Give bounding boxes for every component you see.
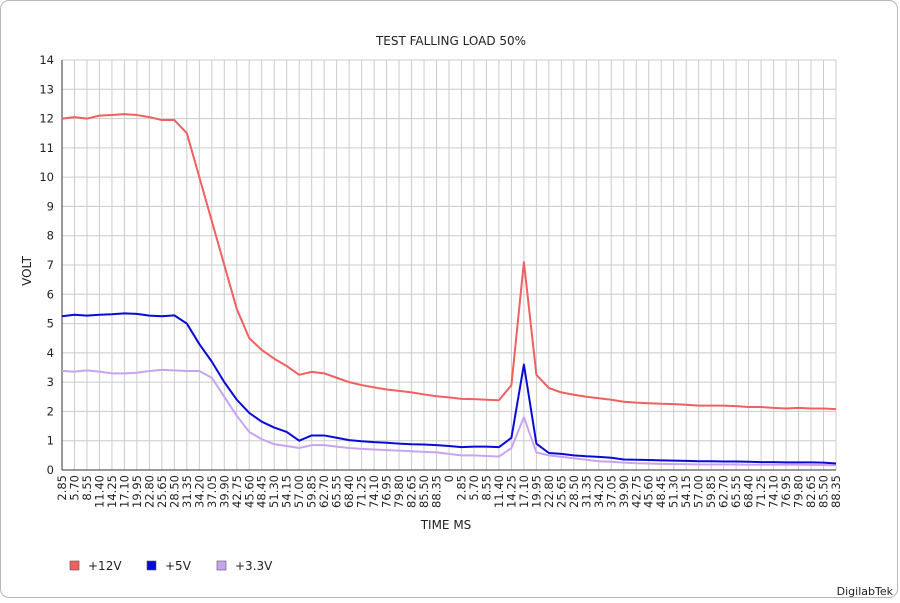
x-tick-label: 74.10 (367, 475, 381, 508)
grid (61, 59, 837, 471)
x-tick-label: 14.25 (504, 475, 518, 508)
x-tick-label: 88.35 (829, 475, 843, 508)
x-tick-label: 51.30 (267, 475, 281, 508)
x-tick-label: 8.55 (80, 475, 94, 501)
x-tick-label: 71.25 (355, 475, 369, 508)
x-tick-label: 65.55 (729, 475, 743, 508)
brand-label: DigilabTek (837, 585, 894, 598)
legend-label: +3.3V (235, 559, 273, 573)
x-tick-label: 34.20 (592, 475, 606, 508)
y-axis-title: VOLT (20, 255, 34, 285)
x-tick-label: 31.35 (180, 475, 194, 508)
legend-label: +12V (88, 559, 122, 573)
x-tick-label: 65.55 (330, 475, 344, 508)
x-tick-label: 71.25 (754, 475, 768, 508)
x-tick-label: 39.90 (217, 475, 231, 508)
x-tick-label: 76.95 (380, 475, 394, 508)
series-line (61, 368, 837, 467)
legend-swatch (216, 560, 227, 571)
y-tick-label: 6 (47, 287, 54, 301)
x-tick-label: 68.40 (742, 475, 756, 508)
x-tick-label: 11.40 (92, 475, 106, 508)
x-tick-label: 68.40 (342, 475, 356, 508)
x-tick-label: 48.45 (255, 475, 269, 508)
x-tick-label: 39.90 (617, 475, 631, 508)
y-tick-label: 11 (39, 141, 54, 155)
x-tick-label: 8.55 (479, 475, 493, 501)
y-tick-label: 3 (47, 375, 54, 389)
x-tick-label: 28.50 (167, 475, 181, 508)
x-tick-label: 25.65 (155, 475, 169, 508)
x-tick-label: 37.05 (205, 475, 219, 508)
x-tick-label: 85.50 (817, 475, 831, 508)
x-tick-label: 74.10 (767, 475, 781, 508)
x-tick-label: 17.10 (117, 475, 131, 508)
x-tick-label: 62.70 (717, 475, 731, 508)
x-tick-label: 57.00 (292, 475, 306, 508)
x-tick-label: 14.25 (105, 475, 119, 508)
y-tick-label: 10 (39, 170, 54, 184)
series-line (61, 113, 837, 411)
x-tick-label: 54.15 (679, 475, 693, 508)
y-tick-label: 13 (39, 82, 54, 96)
legend-label: +5V (165, 559, 192, 573)
x-tick-label: 45.60 (242, 475, 256, 508)
y-tick-label: 14 (39, 53, 54, 67)
x-tick-label: 19.95 (529, 475, 543, 508)
x-tick-label: 48.45 (654, 475, 668, 508)
y-tick-label: 7 (47, 258, 54, 272)
x-tick-label: 11.40 (492, 475, 506, 508)
x-tick-label: 54.15 (280, 475, 294, 508)
x-tick-label: 31.35 (579, 475, 593, 508)
x-tick-label: 17.10 (517, 475, 531, 508)
x-tick-label: 2.85 (454, 475, 468, 501)
x-tick-label: 59.85 (704, 475, 718, 508)
y-tick-label: 8 (47, 229, 54, 243)
x-tick-label: 25.65 (554, 475, 568, 508)
x-tick-label: 62.70 (317, 475, 331, 508)
y-tick-label: 0 (47, 463, 54, 477)
x-tick-label: 85.50 (417, 475, 431, 508)
x-tick-label: 88.35 (430, 475, 444, 508)
x-tick-label: 5.70 (467, 475, 481, 501)
x-tick-label: 22.80 (142, 475, 156, 508)
y-tick-label: 9 (47, 199, 54, 213)
y-tick-label: 5 (47, 317, 54, 331)
y-tick-label: 4 (47, 346, 54, 360)
x-tick-label: 37.05 (604, 475, 618, 508)
x-tick-label: 42.75 (230, 475, 244, 508)
x-tick-label: 19.95 (130, 475, 144, 508)
x-tick-label: 82.65 (405, 475, 419, 508)
x-tick-label: 45.60 (642, 475, 656, 508)
x-tick-labels: 2.855.708.5511.4014.2517.1019.9522.8025.… (55, 475, 843, 508)
x-tick-label: 34.20 (192, 475, 206, 508)
legend: +12V +5V +3.3V (69, 559, 273, 573)
x-tick-label: 59.85 (305, 475, 319, 508)
x-tick-label: 42.75 (629, 475, 643, 508)
chart-title: TEST FALLING LOAD 50% (375, 34, 526, 48)
x-tick-label: 2.85 (55, 475, 69, 501)
x-tick-label: 0 (442, 475, 456, 482)
x-tick-label: 76.95 (779, 475, 793, 508)
x-tick-label: 79.80 (792, 475, 806, 508)
x-tick-label: 82.65 (804, 475, 818, 508)
legend-swatch (146, 560, 157, 571)
legend-swatch (69, 560, 80, 571)
y-tick-label: 1 (47, 434, 54, 448)
x-tick-label: 57.00 (692, 475, 706, 508)
y-tick-label: 2 (47, 404, 54, 418)
series-line (61, 312, 837, 465)
x-tick-label: 79.80 (392, 475, 406, 508)
x-tick-label: 28.50 (567, 475, 581, 508)
series-lines (61, 113, 837, 467)
x-tick-label: 51.30 (667, 475, 681, 508)
x-tick-label: 22.80 (542, 475, 556, 508)
x-axis-title: TIME MS (420, 518, 472, 532)
x-tick-label: 5.70 (67, 475, 81, 501)
y-tick-label: 12 (39, 112, 54, 126)
